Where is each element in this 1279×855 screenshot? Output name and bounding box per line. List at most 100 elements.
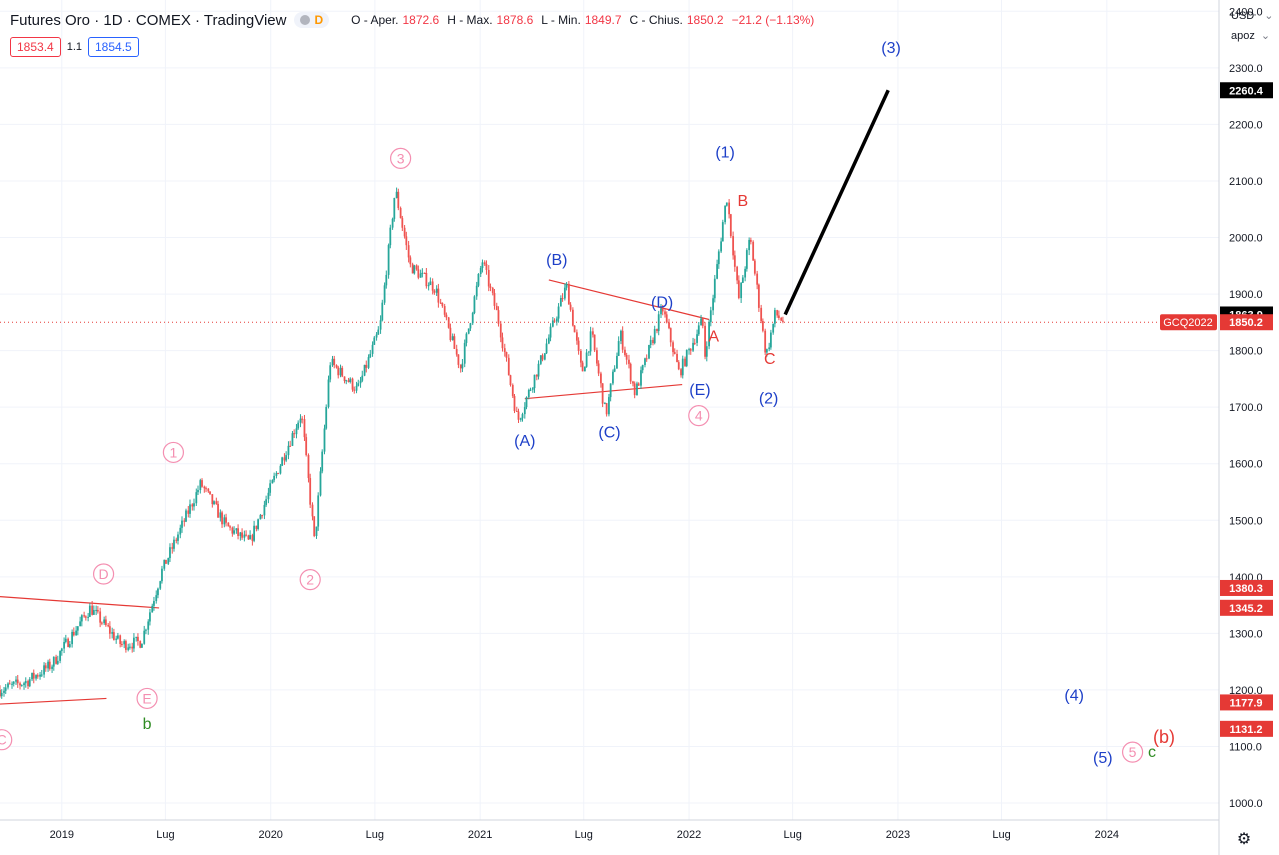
candle-body: [28, 679, 31, 687]
symbol-title[interactable]: Futures Oro · 1D · COMEX · TradingView: [10, 11, 287, 29]
wave-label: (5): [1093, 750, 1113, 767]
candle-body: [483, 262, 486, 265]
candle-body: [283, 457, 286, 461]
wave-label: 5: [1129, 744, 1137, 760]
candle-body: [605, 403, 608, 415]
candle-body: [337, 367, 340, 376]
candle-body: [375, 334, 378, 338]
candle-body: [345, 380, 348, 382]
currency-selector[interactable]: USD ⌄: [1231, 9, 1273, 22]
settings-gear-icon[interactable]: ⚙: [1236, 831, 1252, 848]
candle-body: [616, 355, 618, 369]
candle-body: [669, 328, 672, 343]
wave-label: b: [143, 716, 152, 733]
candle-body: [123, 641, 126, 645]
bid-price-button[interactable]: 1853.4: [10, 37, 61, 57]
candle-body: [459, 364, 462, 369]
candle-body: [636, 383, 638, 396]
candle-body: [721, 222, 724, 242]
candle-body: [319, 471, 322, 496]
candle-body: [157, 588, 159, 596]
candle-body: [620, 330, 622, 342]
candle-body: [637, 383, 640, 386]
candle-body: [737, 280, 740, 299]
price-axis-controls: USD ⌄ apoz ⌄: [1221, 0, 1279, 46]
candle-body: [47, 661, 49, 669]
candle-body: [333, 358, 336, 366]
price-tick-label: 2400.0: [1229, 6, 1263, 18]
candle-body: [311, 504, 314, 517]
high-value: 1878.6: [496, 13, 534, 27]
candle-body: [72, 631, 75, 636]
candle-body: [579, 350, 582, 363]
candle-body: [773, 310, 776, 324]
unit-selector[interactable]: apoz ⌄: [1231, 29, 1270, 42]
candle-body: [684, 358, 686, 366]
price-axis[interactable]: 1000.01100.01200.01300.01400.01500.01600…: [1229, 6, 1263, 810]
currency-label: USD: [1231, 10, 1255, 22]
candle-body: [273, 475, 276, 481]
candle-body: [137, 636, 139, 642]
price-axis-tag: 2260.4: [1229, 85, 1264, 97]
wave-label-circle: [92, 563, 115, 585]
candle-body: [604, 403, 606, 405]
time-axis[interactable]: 2019 Lug 2020 Lug 2021 Lug 2022 Lug 2023 Lug 2024: [50, 829, 1120, 841]
price-axis-tag-bg: [1220, 82, 1273, 99]
candle-body: [625, 354, 628, 360]
candle-body: [363, 364, 366, 376]
price-axis-tag-bg: [1220, 694, 1273, 711]
candle-body: [75, 630, 78, 636]
candle-body: [640, 370, 642, 386]
chevron-down-icon: ⌄: [1264, 10, 1274, 22]
wave-label: 4: [695, 408, 703, 424]
reference-line-layer: GCQ2022: [0, 314, 1219, 331]
candle-body: [203, 486, 206, 489]
candle-body: [373, 337, 376, 345]
chevron-down-icon: ⌄: [1260, 30, 1271, 42]
candle-body: [744, 268, 747, 278]
candle-body: [297, 422, 300, 429]
candle-body: [83, 615, 86, 617]
candle-body: [76, 626, 79, 631]
candle-body: [465, 333, 468, 343]
candle-body: [209, 491, 211, 495]
candle-body: [213, 501, 215, 505]
candle-body: [455, 348, 458, 355]
candle-body: [525, 397, 528, 408]
price-tick-label: 1700.0: [1229, 402, 1263, 414]
candle-body: [772, 323, 775, 333]
candle-body: [233, 530, 235, 534]
candle-body: [237, 528, 239, 536]
candle-body: [505, 351, 508, 358]
candle-body: [629, 363, 632, 382]
projection-layer: [783, 89, 890, 316]
candle-body: [369, 353, 372, 358]
candle-body: [778, 315, 780, 319]
ask-price-button[interactable]: 1854.5: [88, 37, 139, 57]
chart-grid: [0, 0, 1219, 820]
candle-body: [393, 197, 396, 219]
price-axis-tag-bg: [1220, 579, 1273, 596]
candle-body: [321, 451, 324, 472]
open-label: O - Aper.: [351, 13, 399, 27]
candle-body: [541, 355, 544, 360]
candle-body: [341, 367, 344, 377]
candle-body: [581, 362, 584, 372]
candle-body: [421, 272, 424, 274]
candle-body: [501, 337, 504, 349]
wave-label: 2: [306, 572, 314, 588]
reference-line-tag: GCQ2022: [1163, 317, 1213, 329]
candle-body: [411, 264, 414, 274]
candle-body: [371, 344, 374, 354]
candle-body: [672, 342, 674, 353]
candle-body: [377, 329, 380, 335]
candle-body: [177, 534, 179, 541]
candle-body: [199, 480, 202, 491]
candle-body: [397, 191, 400, 209]
candle-body: [99, 611, 102, 623]
price-tick-label: 1000.0: [1229, 798, 1263, 810]
candle-body: [44, 665, 47, 669]
visibility-toggle[interactable]: D: [294, 12, 330, 28]
candle-body: [431, 281, 434, 291]
